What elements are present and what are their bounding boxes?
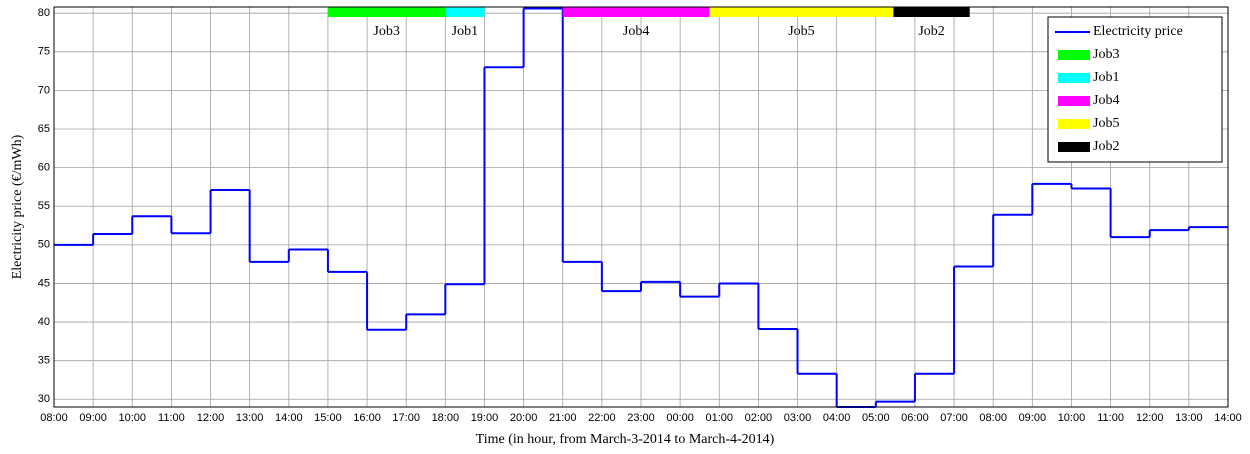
legend-swatch: [1058, 142, 1090, 152]
x-tick-label: 17:00: [392, 412, 420, 424]
x-tick-label: 13:00: [236, 412, 264, 424]
x-tick-label: 11:00: [1097, 412, 1124, 424]
x-tick-label: 11:00: [158, 412, 185, 424]
x-tick-label: 01:00: [706, 412, 734, 424]
legend-label: Job3: [1093, 47, 1119, 62]
y-tick-label: 55: [38, 200, 50, 212]
x-tick-label: 09:00: [1019, 412, 1047, 424]
x-tick-label: 10:00: [119, 412, 147, 424]
plot-border: [53, 6, 1229, 408]
x-tick-label: 14:00: [1214, 412, 1242, 424]
x-axis-label: Time (in hour, from March-3-2014 to Marc…: [476, 432, 775, 447]
x-tick-label: 07:00: [940, 412, 968, 424]
job-bar: [709, 7, 894, 17]
x-tick-label: 15:00: [314, 412, 342, 424]
y-tick-label: 40: [38, 316, 50, 328]
job-bar: [893, 7, 970, 17]
job-label: Job4: [623, 24, 649, 39]
y-tick-label: 65: [38, 123, 50, 135]
y-tick-label: 75: [38, 46, 50, 58]
x-tick-label: 22:00: [588, 412, 616, 424]
x-tick-label: 02:00: [745, 412, 773, 424]
job-label: Job1: [452, 24, 478, 39]
y-tick-label: 70: [38, 84, 50, 96]
x-tick-label: 16:00: [353, 412, 381, 424]
y-tick-label: 45: [38, 277, 50, 289]
y-axis-label: Electricity price (€/mWh): [10, 134, 25, 279]
legend-box: [1047, 16, 1223, 163]
x-tick-label: 14:00: [275, 412, 303, 424]
x-tick-label: 08:00: [979, 412, 1007, 424]
legend-swatch: [1058, 73, 1090, 83]
x-tick-label: 04:00: [823, 412, 851, 424]
x-tick-label: 06:00: [901, 412, 929, 424]
legend-label: Job1: [1093, 70, 1119, 85]
legend-label: Job2: [1093, 139, 1119, 154]
y-tick-label: 80: [38, 7, 50, 19]
x-tick-label: 08:00: [40, 412, 68, 424]
x-tick-label: 12:00: [1136, 412, 1164, 424]
x-tick-label: 21:00: [549, 412, 577, 424]
x-tick-label: 09:00: [79, 412, 107, 424]
legend-label: Job5: [1093, 116, 1119, 131]
job-bar: [445, 7, 485, 17]
legend-label: Electricity price: [1093, 24, 1183, 39]
legend-label: Job4: [1093, 93, 1119, 108]
job-label: Job3: [373, 24, 399, 39]
x-tick-label: 10:00: [1058, 412, 1086, 424]
legend-swatch: [1058, 50, 1090, 60]
x-tick-label: 03:00: [784, 412, 812, 424]
job-label: Job5: [788, 24, 814, 39]
x-tick-label: 00:00: [666, 412, 694, 424]
job-label: Job2: [918, 24, 944, 39]
y-tick-label: 50: [38, 239, 50, 251]
x-tick-label: 23:00: [627, 412, 655, 424]
legend-swatch: [1058, 96, 1090, 106]
legend-swatch: [1058, 119, 1090, 129]
y-tick-label: 30: [38, 393, 50, 405]
y-tick-label: 35: [38, 355, 50, 367]
job-bar: [562, 7, 710, 17]
x-tick-label: 13:00: [1175, 412, 1203, 424]
y-tick-label: 60: [38, 162, 50, 174]
x-tick-label: 20:00: [510, 412, 538, 424]
x-tick-label: 12:00: [197, 412, 225, 424]
x-tick-label: 18:00: [432, 412, 460, 424]
x-tick-label: 05:00: [862, 412, 890, 424]
job-bar: [327, 7, 446, 17]
x-tick-label: 19:00: [471, 412, 499, 424]
